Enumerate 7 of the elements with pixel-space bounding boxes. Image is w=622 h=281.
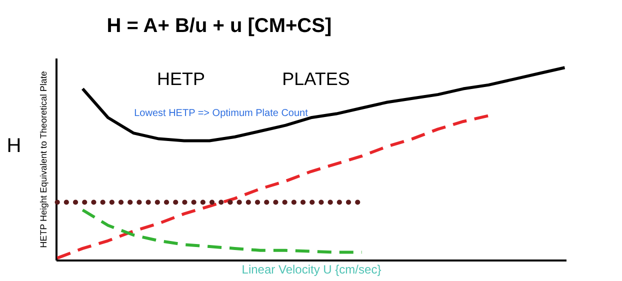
annotation: HETP bbox=[156, 69, 206, 89]
annotation: PLATES bbox=[282, 69, 350, 89]
annotation: Lowest HETP => Optimum Plate Count bbox=[134, 108, 308, 119]
chart-title: H = A+ B/u + u [CM+CS] bbox=[106, 15, 332, 37]
x-axis-title: Linear Velocity U {cm/sec} bbox=[242, 262, 382, 276]
y-axis-title: HETP Height Equivalent to Theoretical Plate bbox=[38, 71, 48, 248]
text: H bbox=[6, 135, 22, 157]
